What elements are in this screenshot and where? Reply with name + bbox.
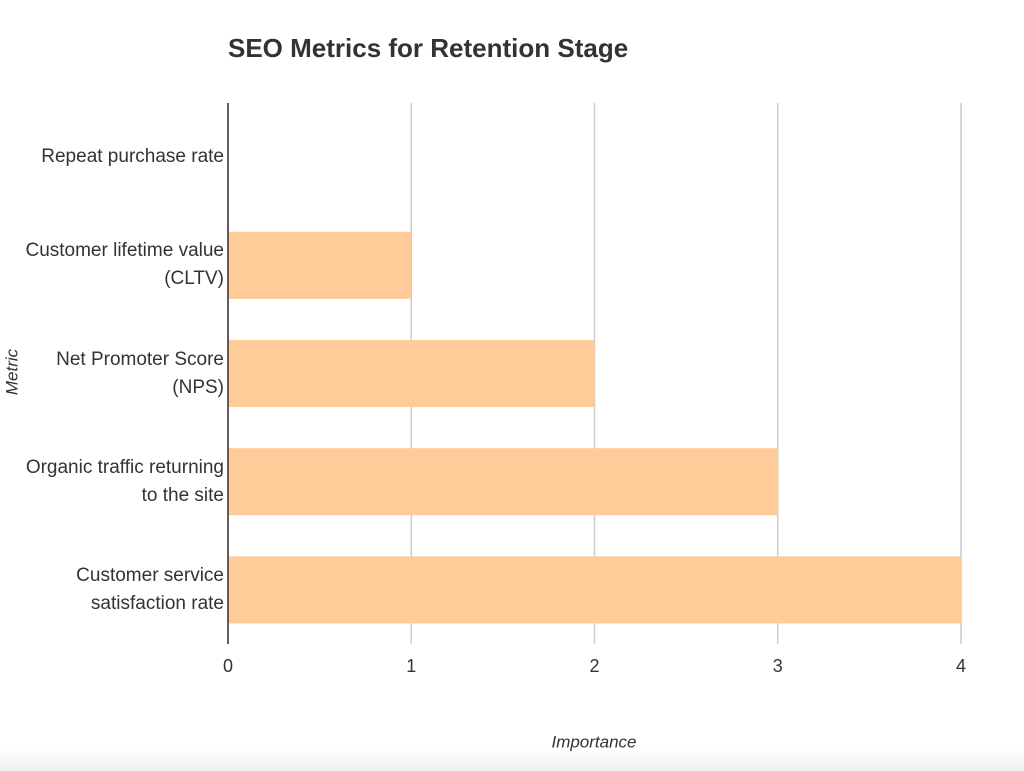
y-axis-label: Metric xyxy=(2,348,21,395)
x-tick-label: 4 xyxy=(956,656,966,676)
x-tick-label: 0 xyxy=(223,656,233,676)
bar xyxy=(228,339,595,408)
x-axis-label: Importance xyxy=(551,732,636,751)
y-tick-label: Organic traffic returning to the site xyxy=(25,456,224,506)
bar xyxy=(228,448,778,516)
y-tick-label: Customer lifetime value (CLTV) xyxy=(25,240,224,290)
x-tick-label: 2 xyxy=(589,656,599,676)
bar xyxy=(228,231,412,299)
bar xyxy=(228,556,961,624)
x-tick-label: 1 xyxy=(406,656,416,676)
y-tick-label: Net Promoter Score (NPS) xyxy=(56,348,224,398)
y-tick-label: Customer service satisfaction rate xyxy=(76,564,224,614)
y-tick-label: Repeat purchase rate xyxy=(41,146,224,168)
x-tick-label: 3 xyxy=(773,656,783,676)
chart-title: SEO Metrics for Retention Stage xyxy=(228,33,628,63)
